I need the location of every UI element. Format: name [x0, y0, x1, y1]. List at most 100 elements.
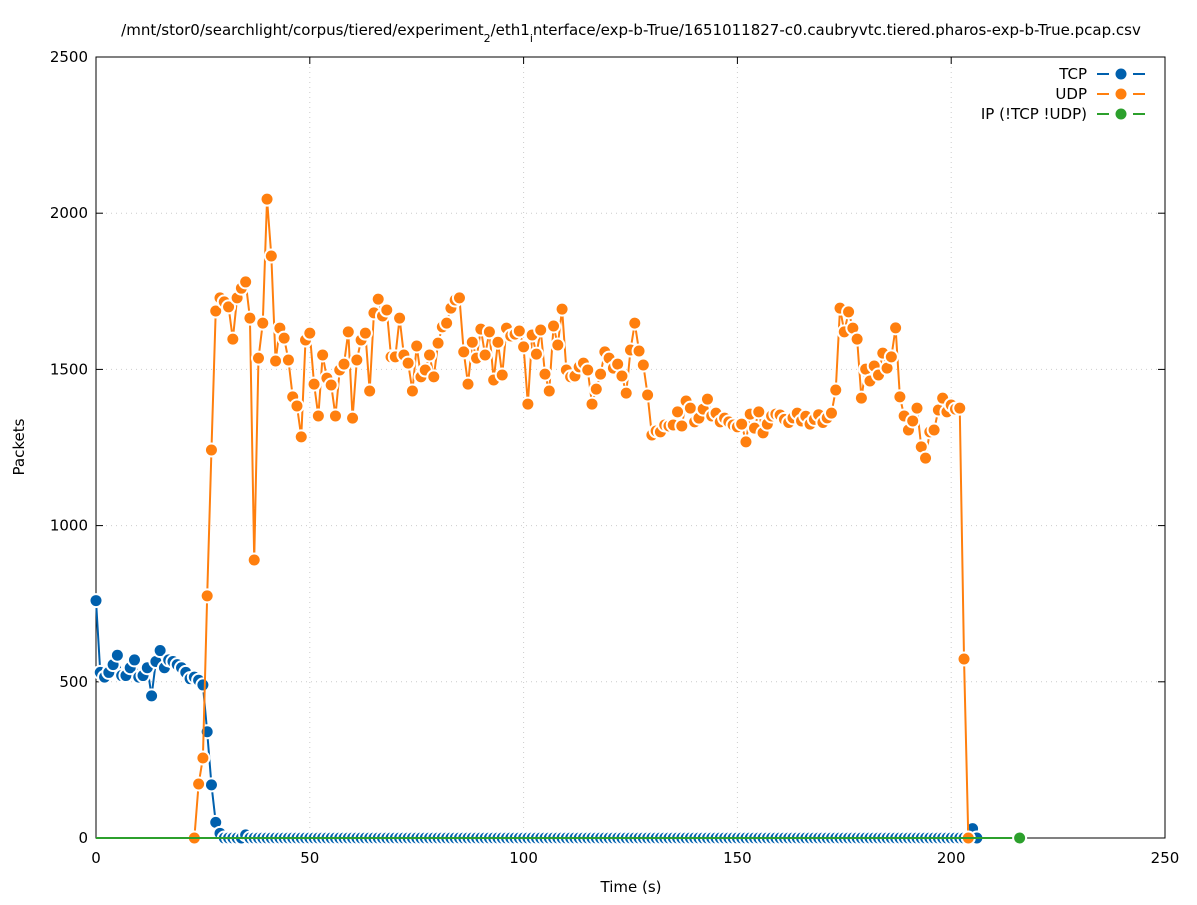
data-point — [890, 322, 902, 334]
legend-label: IP (!TCP !UDP) — [981, 105, 1087, 123]
title-part: /mnt/stor0/searchlight/corpus/tiered/exp… — [121, 21, 484, 39]
data-point — [453, 292, 465, 304]
data-point — [530, 348, 542, 360]
data-point — [535, 324, 547, 336]
series-line-udp — [193, 199, 970, 839]
data-point — [210, 816, 222, 828]
data-point — [270, 355, 282, 367]
legend-label: TCP — [1058, 65, 1087, 83]
data-point — [920, 452, 932, 464]
data-point — [548, 320, 560, 332]
legend: TCP UDP IP (!TCP !UDP) — [981, 65, 1145, 123]
data-point — [406, 385, 418, 397]
data-point — [402, 357, 414, 369]
data-point — [432, 337, 444, 349]
data-point — [111, 649, 123, 661]
data-point — [851, 333, 863, 345]
data-point — [278, 332, 290, 344]
data-point — [518, 341, 530, 353]
data-point — [552, 339, 564, 351]
x-tick-label: 250 — [1151, 849, 1180, 867]
data-point — [843, 306, 855, 318]
data-point — [539, 368, 551, 380]
x-tick-label: 50 — [300, 849, 319, 867]
data-point — [855, 392, 867, 404]
legend-marker — [1115, 68, 1127, 80]
data-point — [304, 327, 316, 339]
data-point — [308, 378, 320, 390]
data-point — [595, 368, 607, 380]
data-point — [441, 317, 453, 329]
data-point — [954, 402, 966, 414]
data-point — [381, 304, 393, 316]
data-point — [424, 349, 436, 361]
data-point — [428, 371, 440, 383]
data-point — [637, 359, 649, 371]
data-point — [205, 779, 217, 791]
data-point — [740, 436, 752, 448]
data-point — [312, 410, 324, 422]
data-point — [483, 326, 495, 338]
title-part: i — [530, 32, 533, 45]
data-point — [223, 301, 235, 313]
series-line-tcp — [95, 600, 978, 839]
data-point — [347, 412, 359, 424]
data-point — [629, 317, 641, 329]
data-point — [753, 406, 765, 418]
data-point — [252, 352, 264, 364]
data-point — [915, 441, 927, 453]
data-point — [928, 424, 940, 436]
y-tick-label: 1500 — [50, 360, 88, 378]
data-point — [257, 317, 269, 329]
data-point — [881, 362, 893, 374]
data-point — [958, 653, 970, 665]
data-point — [513, 325, 525, 337]
data-point — [351, 354, 363, 366]
data-point — [342, 326, 354, 338]
data-point — [458, 346, 470, 358]
data-point — [582, 364, 594, 376]
data-point — [329, 410, 341, 422]
data-point — [616, 370, 628, 382]
data-point — [261, 193, 273, 205]
data-point — [197, 752, 209, 764]
title-part: /eth1 — [491, 21, 530, 39]
data-point — [522, 398, 534, 410]
data-point — [556, 303, 568, 315]
data-point — [227, 333, 239, 345]
data-point — [146, 690, 158, 702]
x-tick-label: 150 — [723, 849, 752, 867]
data-point — [359, 327, 371, 339]
data-point — [372, 293, 384, 305]
data-point — [907, 415, 919, 427]
data-point — [411, 340, 423, 352]
data-point — [462, 378, 474, 390]
data-point — [240, 276, 252, 288]
y-axis-label: Packets — [10, 418, 28, 475]
data-point — [894, 391, 906, 403]
data-point — [248, 554, 260, 566]
x-tick-label: 200 — [937, 849, 966, 867]
data-point — [911, 402, 923, 414]
y-tick-label: 1000 — [50, 517, 88, 535]
title-part: 2 — [484, 32, 491, 45]
legend-label: UDP — [1055, 85, 1087, 103]
data-point — [684, 402, 696, 414]
plot-area — [88, 191, 1028, 846]
data-point — [612, 358, 624, 370]
data-point — [701, 393, 713, 405]
data-point — [492, 336, 504, 348]
data-point — [620, 387, 632, 399]
data-point — [265, 250, 277, 262]
y-tick-label: 500 — [59, 673, 88, 691]
data-point — [885, 351, 897, 363]
data-point — [205, 444, 217, 456]
data-point — [825, 407, 837, 419]
data-point — [479, 349, 491, 361]
data-point — [586, 398, 598, 410]
legend-marker — [1115, 108, 1127, 120]
data-point — [201, 590, 213, 602]
data-point — [543, 385, 555, 397]
data-point — [317, 349, 329, 361]
